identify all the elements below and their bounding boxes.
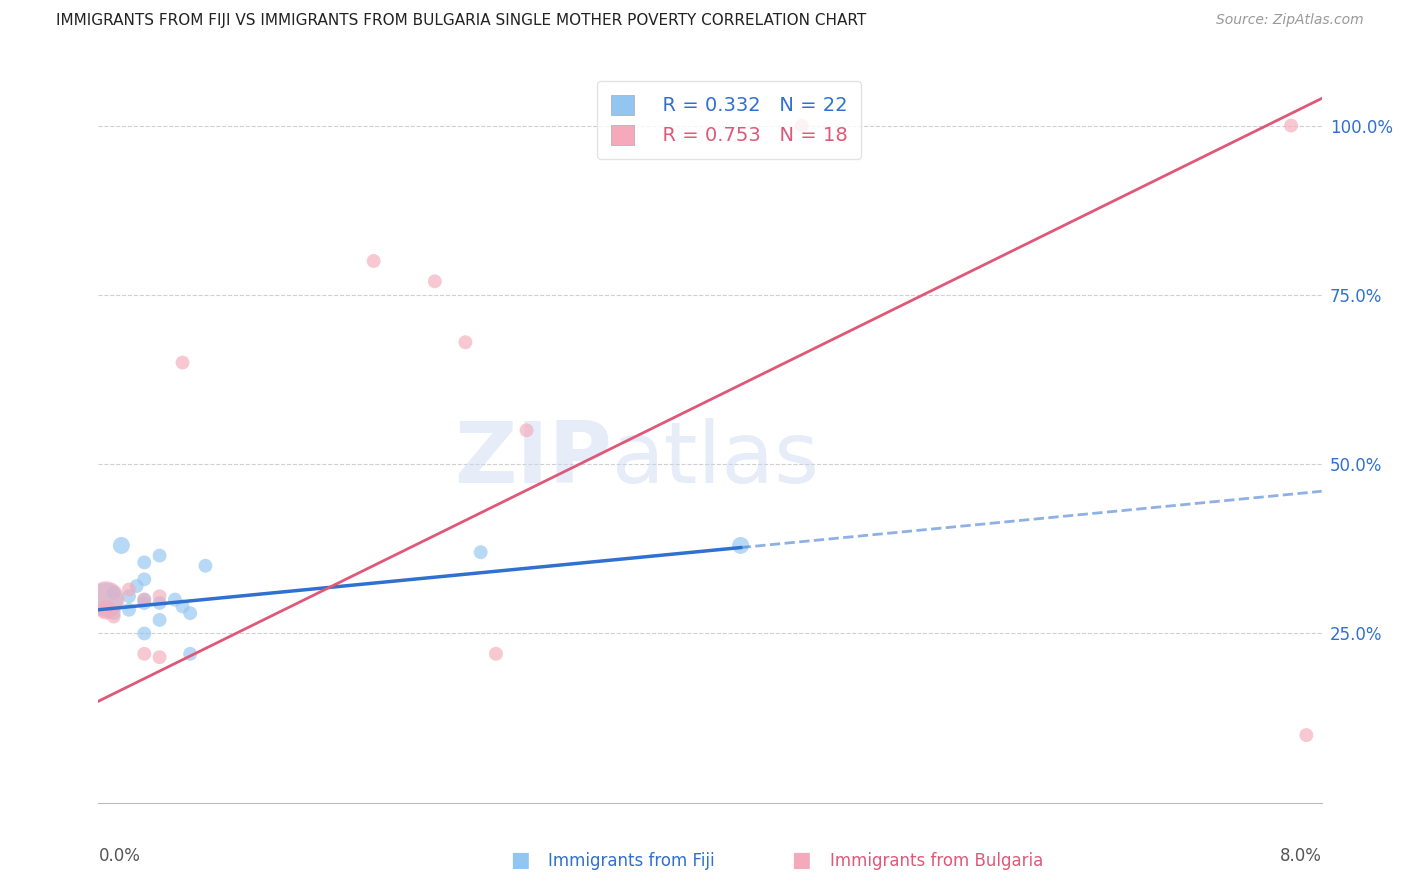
Point [485, 647, 508, 661]
Point [134, 596, 156, 610]
Point [118, 603, 141, 617]
Point [94, 592, 117, 607]
Text: Immigrants from Bulgaria: Immigrants from Bulgaria [830, 852, 1043, 870]
Point [790, 119, 813, 133]
Point [134, 555, 156, 569]
Point [94, 592, 117, 607]
Point [149, 589, 172, 603]
Point [118, 589, 141, 603]
Point [172, 355, 194, 369]
Text: 0.0%: 0.0% [98, 847, 141, 864]
Text: ■: ■ [510, 850, 530, 870]
Point [470, 545, 492, 559]
Point [730, 538, 752, 552]
Point [179, 606, 201, 620]
Point [516, 423, 538, 437]
Point [363, 254, 385, 268]
Text: atlas: atlas [612, 417, 820, 500]
Point [134, 647, 156, 661]
Point [103, 606, 125, 620]
Point [423, 274, 446, 288]
Point [149, 650, 172, 665]
Text: ■: ■ [792, 850, 811, 870]
Point [110, 538, 132, 552]
Point [194, 558, 217, 573]
Point [172, 599, 194, 614]
Point [134, 572, 156, 586]
Point [149, 613, 172, 627]
Point [163, 592, 186, 607]
Text: Immigrants from Fiji: Immigrants from Fiji [548, 852, 716, 870]
Text: Source: ZipAtlas.com: Source: ZipAtlas.com [1216, 13, 1364, 28]
Point [134, 626, 156, 640]
Point [134, 592, 156, 607]
Point [125, 579, 148, 593]
Point [149, 549, 172, 563]
Text: IMMIGRANTS FROM FIJI VS IMMIGRANTS FROM BULGARIA SINGLE MOTHER POVERTY CORRELATI: IMMIGRANTS FROM FIJI VS IMMIGRANTS FROM … [56, 13, 866, 29]
Point [118, 582, 141, 597]
Point [454, 335, 477, 350]
Point [1279, 119, 1302, 133]
Point [179, 647, 201, 661]
Point [103, 609, 125, 624]
Text: 8.0%: 8.0% [1279, 847, 1322, 864]
Point [134, 592, 156, 607]
Point [1295, 728, 1317, 742]
Legend:   R = 0.332   N = 22,   R = 0.753   N = 18: R = 0.332 N = 22, R = 0.753 N = 18 [598, 81, 862, 159]
Point [103, 586, 125, 600]
Point [149, 596, 172, 610]
Point [94, 603, 117, 617]
Text: ZIP: ZIP [454, 417, 612, 500]
